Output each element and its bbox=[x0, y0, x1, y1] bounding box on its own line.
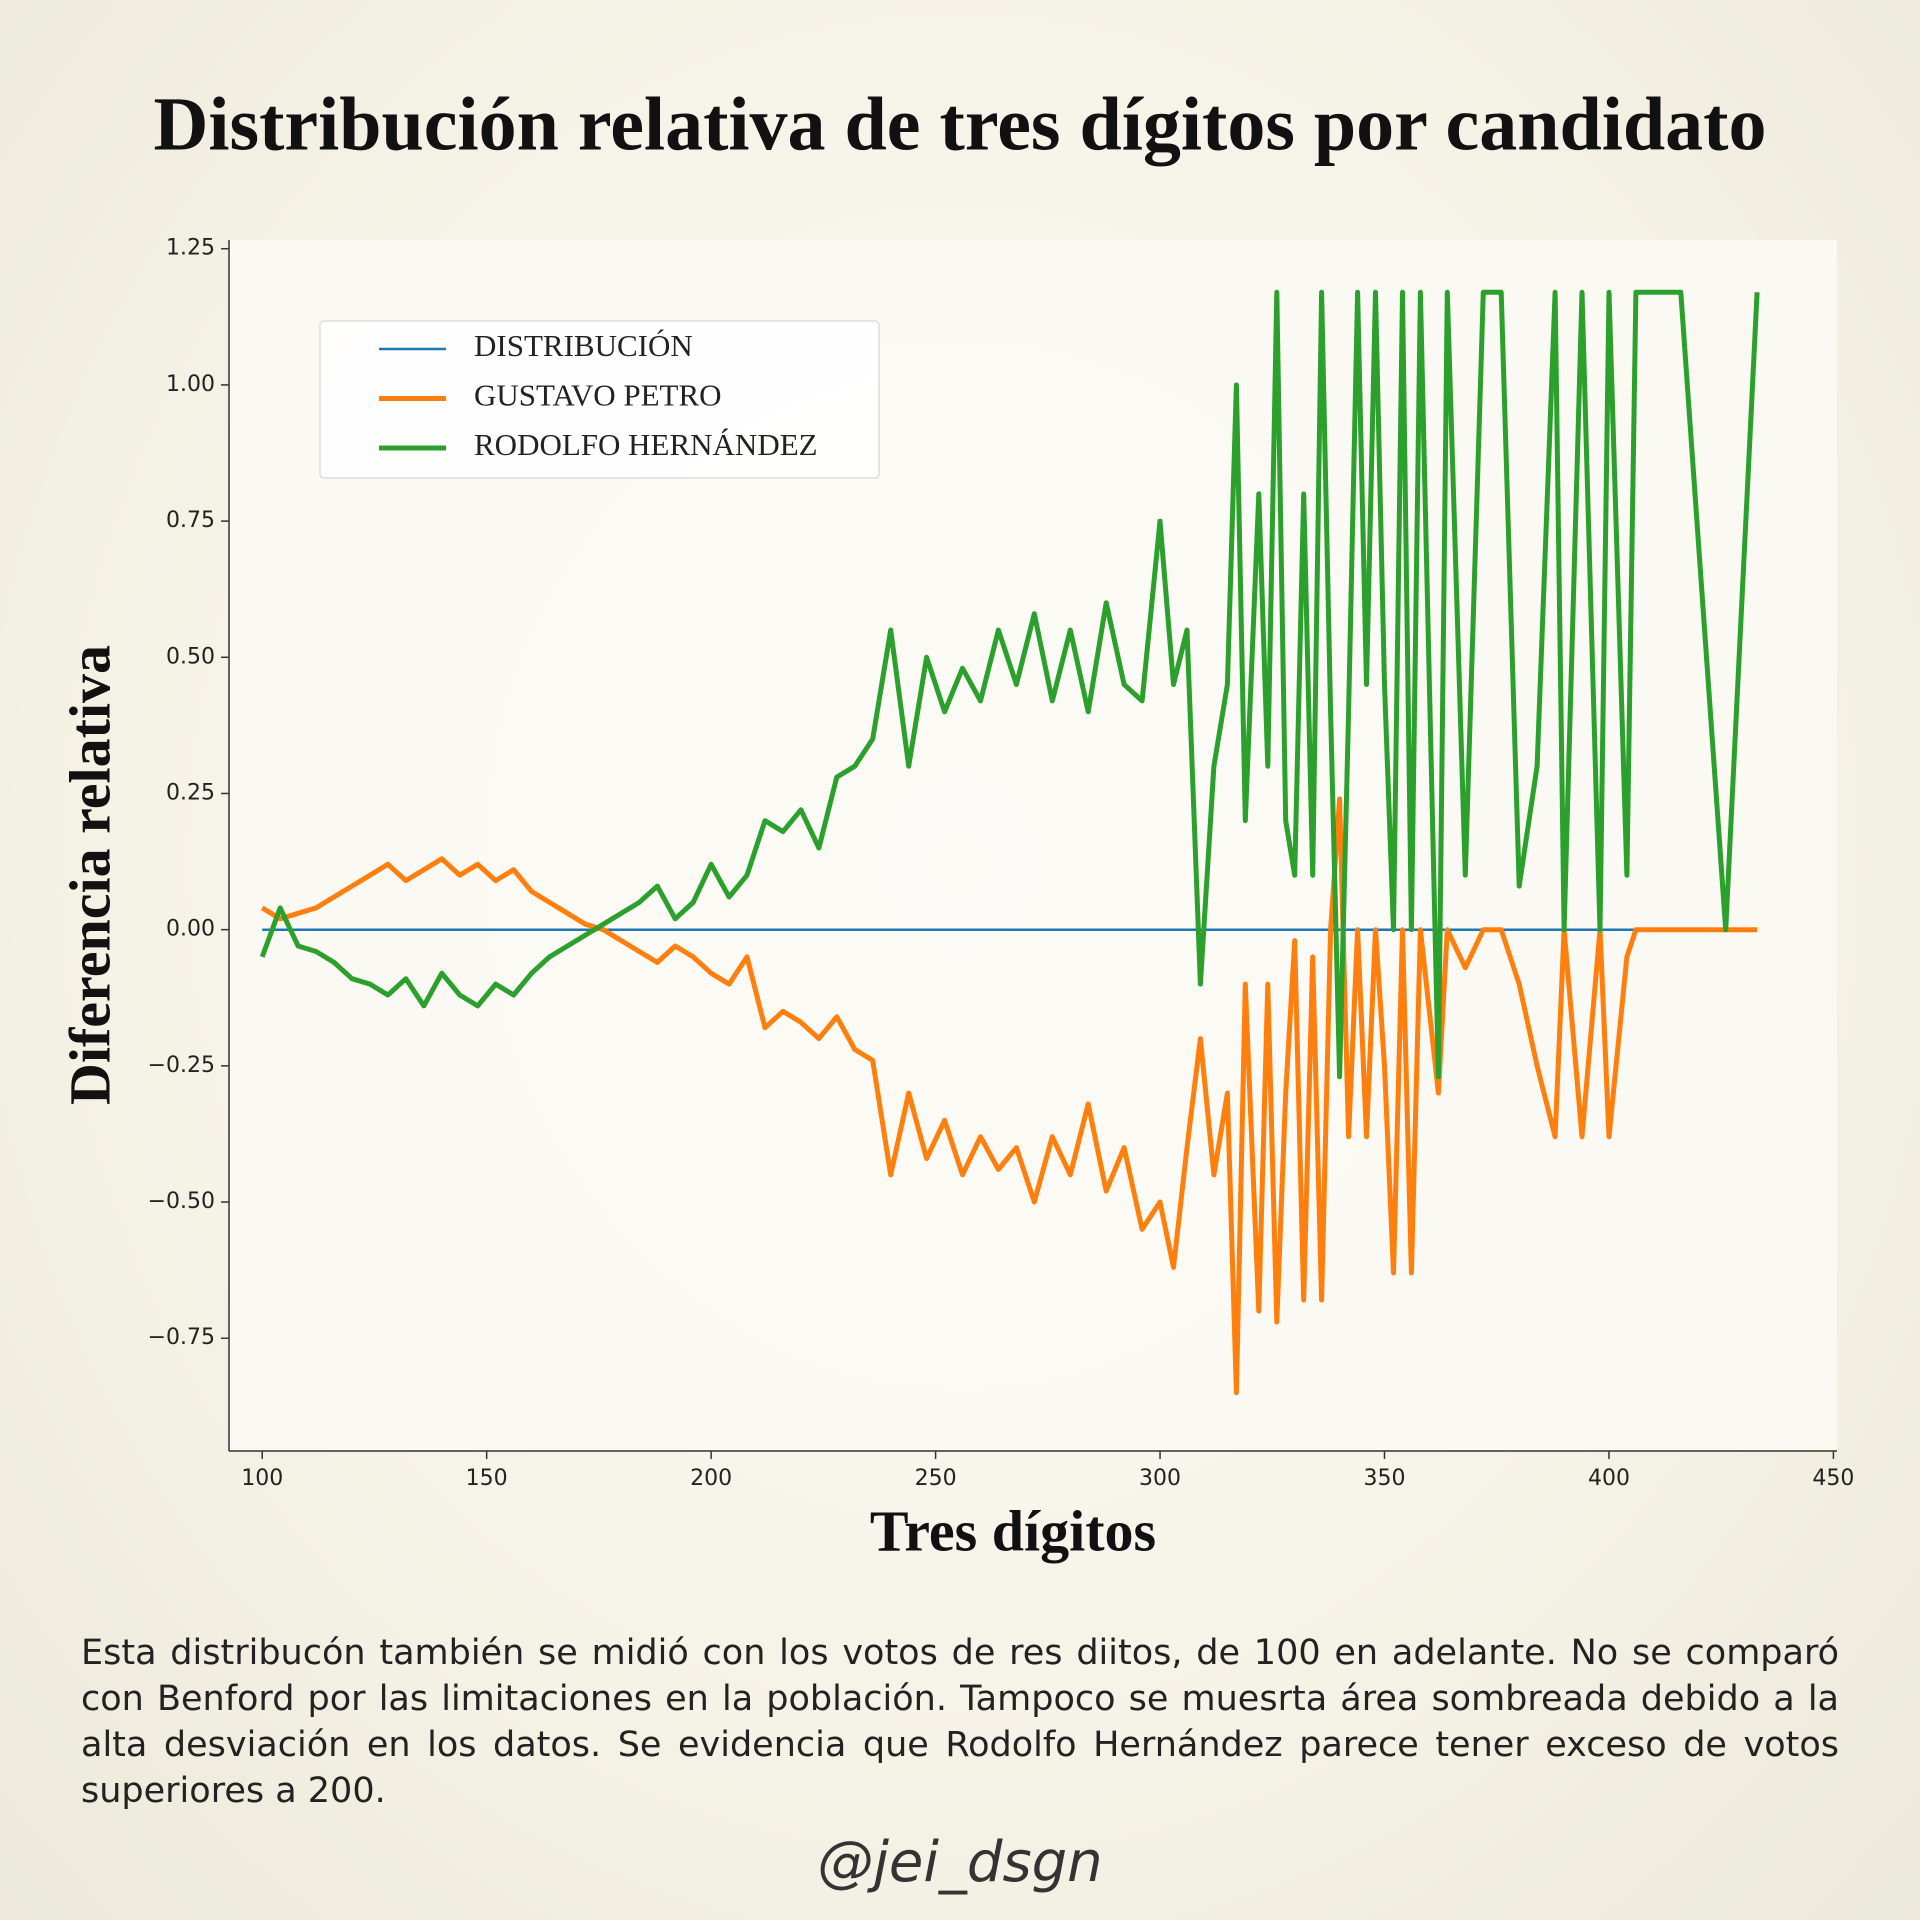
y-tick-label: 1.00 bbox=[166, 372, 215, 397]
y-tick-label: 0.50 bbox=[166, 644, 215, 669]
y-tick-label: −0.75 bbox=[148, 1325, 215, 1350]
x-tick-label: 350 bbox=[1363, 1466, 1405, 1491]
y-tick-label: −0.25 bbox=[148, 1053, 215, 1078]
line-series bbox=[259, 289, 1760, 1080]
x-tick-label: 250 bbox=[915, 1466, 957, 1491]
x-tick-label: 100 bbox=[241, 1466, 283, 1491]
y-tick-label: −0.50 bbox=[148, 1189, 215, 1214]
y-tick-label: 1.25 bbox=[166, 236, 215, 261]
credit: @jei_dsgn bbox=[817, 1830, 1103, 1895]
chart-title: Distribución relativa de tres dígitos po… bbox=[154, 82, 1767, 166]
legend: DISTRIBUCIÓN GUSTAVO PETRO RODOLFO HERNÁND… bbox=[319, 320, 880, 479]
x-tick-label: 400 bbox=[1588, 1466, 1630, 1491]
y-tick-label: 0.00 bbox=[166, 917, 215, 942]
legend-box bbox=[319, 320, 880, 479]
caption: Esta distribucón también se midió con lo… bbox=[81, 1633, 1839, 1811]
legend-label: GUSTAVO PETRO bbox=[474, 378, 722, 413]
x-tick-label: 150 bbox=[466, 1466, 508, 1491]
x-axis-label: Tres dígitos bbox=[870, 1498, 1156, 1563]
line-series bbox=[260, 796, 1758, 1396]
x-tick-label: 450 bbox=[1812, 1466, 1854, 1491]
y-tick-label: 0.75 bbox=[166, 508, 215, 533]
x-tick-label: 200 bbox=[690, 1466, 732, 1491]
y-tick-label: 0.25 bbox=[166, 780, 215, 805]
chart: Distribución relativa de tres dígitos po… bbox=[57, 82, 1854, 1563]
legend-label: RODOLFO HERNÁNDEZ bbox=[474, 427, 818, 462]
legend-label: DISTRIBUCIÓN bbox=[474, 328, 693, 363]
x-tick-label: 300 bbox=[1139, 1466, 1181, 1491]
y-axis-label: Diferencia relativa bbox=[57, 645, 122, 1105]
